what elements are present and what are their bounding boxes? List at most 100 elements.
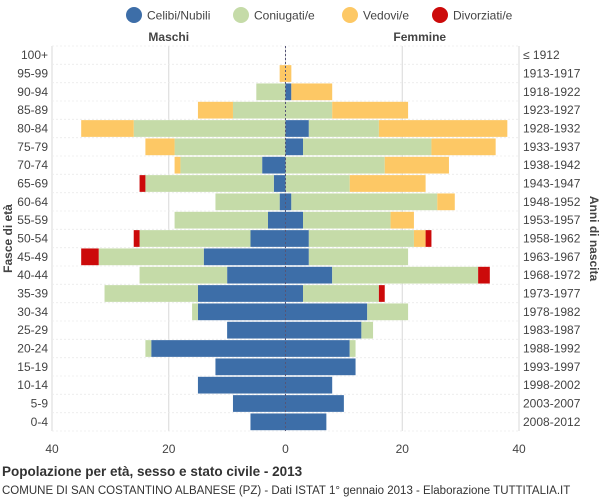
legend-marker-vedovi xyxy=(342,7,358,23)
birth-year-label: 1928-1932 xyxy=(523,122,581,136)
bar-male-coniugati xyxy=(174,138,286,156)
birth-year-label: 1983-1987 xyxy=(523,323,581,337)
bar-female-coniugati xyxy=(285,101,333,119)
bar-female-divorziati xyxy=(478,266,490,284)
age-group-label: 5-9 xyxy=(31,397,49,411)
birth-year-label: 1973-1977 xyxy=(523,287,581,301)
bar-male-celibi xyxy=(151,340,286,357)
bar-female-vedovi xyxy=(390,211,414,229)
bar-female-vedovi xyxy=(349,175,426,192)
birth-year-label: ≤ 1912 xyxy=(523,48,560,62)
birth-year-label: 1993-1997 xyxy=(523,360,581,374)
bar-male-vedovi xyxy=(197,101,233,119)
bar-female-coniugati xyxy=(285,156,385,174)
age-group-label: 50-54 xyxy=(17,232,48,246)
age-group-label: 80-84 xyxy=(17,122,48,136)
bar-male-coniugati xyxy=(192,303,198,321)
birth-year-label: 1963-1967 xyxy=(523,250,581,264)
bar-female-celibi xyxy=(285,395,344,412)
bar-male-coniugati xyxy=(145,340,152,357)
bar-female-coniugati xyxy=(332,266,479,284)
birth-year-label: 1953-1957 xyxy=(523,213,581,227)
y-axis-title-left: Fasce di età xyxy=(1,204,15,273)
chart-title: Popolazione per età, sesso e stato civil… xyxy=(2,464,303,479)
bar-male-coniugati xyxy=(256,83,286,101)
age-group-label: 55-59 xyxy=(17,213,48,227)
birth-year-label: 1988-1992 xyxy=(523,342,581,356)
bar-female-coniugati xyxy=(308,248,409,266)
bar-female-celibi xyxy=(285,303,368,321)
bar-female-vedovi xyxy=(291,83,333,101)
bar-male-divorziati xyxy=(133,230,140,247)
age-group-label: 75-79 xyxy=(17,140,48,154)
bar-female-coniugati xyxy=(303,211,391,229)
bar-male-vedovi xyxy=(279,65,286,82)
birth-year-label: 1948-1952 xyxy=(523,195,581,209)
bar-female-celibi xyxy=(285,120,309,137)
age-group-label: 70-74 xyxy=(17,158,48,172)
bar-male-coniugati xyxy=(174,211,268,229)
bar-male-vedovi xyxy=(81,120,134,137)
age-group-label: 15-19 xyxy=(17,360,48,374)
bar-female-coniugati xyxy=(303,285,379,302)
bar-female-vedovi xyxy=(285,65,292,82)
x-tick-label: 0 xyxy=(282,442,289,456)
bar-female-celibi xyxy=(285,340,350,357)
bar-male-coniugati xyxy=(139,266,228,284)
bar-female-vedovi xyxy=(413,230,426,247)
age-group-label: 85-89 xyxy=(17,103,48,117)
bar-female-celibi xyxy=(285,193,292,211)
bar-female-celibi xyxy=(285,266,333,284)
bar-male-celibi xyxy=(197,303,286,321)
bar-female-celibi xyxy=(285,413,327,431)
age-group-label: 35-39 xyxy=(17,287,48,301)
bar-male-coniugati xyxy=(98,248,204,266)
bar-male-celibi xyxy=(197,285,286,302)
bar-male-celibi xyxy=(232,395,286,412)
birth-year-label: 1923-1927 xyxy=(523,103,581,117)
bar-female-divorziati xyxy=(378,285,385,302)
birth-year-label: 2008-2012 xyxy=(523,415,581,429)
x-tick-label: 20 xyxy=(396,442,410,456)
age-group-label: 10-14 xyxy=(17,378,48,392)
x-tick-label: 40 xyxy=(512,442,526,456)
bar-female-coniugati xyxy=(308,230,414,247)
bar-female-coniugati xyxy=(308,120,379,137)
birth-year-label: 1943-1947 xyxy=(523,177,581,191)
age-group-label: 65-69 xyxy=(17,177,48,191)
y-axis-title-right: Anni di nascita xyxy=(587,196,600,282)
bar-male-celibi xyxy=(273,175,286,192)
bar-male-celibi xyxy=(262,156,286,174)
bar-female-celibi xyxy=(285,285,304,302)
legend-label-celibi: Celibi/Nubili xyxy=(147,9,210,23)
bar-male-coniugati xyxy=(133,120,286,137)
age-group-label: 20-24 xyxy=(17,342,48,356)
age-group-label: 100+ xyxy=(21,48,48,62)
birth-year-label: 2003-2007 xyxy=(523,397,581,411)
x-tick-label: 20 xyxy=(162,442,176,456)
bar-female-coniugati xyxy=(303,138,432,156)
bar-male-coniugati xyxy=(145,175,274,192)
bar-female-vedovi xyxy=(332,101,409,119)
bar-female-celibi xyxy=(285,211,304,229)
bar-male-coniugati xyxy=(232,101,286,119)
age-group-label: 40-44 xyxy=(17,268,48,282)
bar-male-celibi xyxy=(279,193,286,211)
bar-female-celibi xyxy=(285,138,304,156)
bar-female-celibi xyxy=(285,321,362,339)
bar-male-coniugati xyxy=(104,285,198,302)
bar-female-celibi xyxy=(285,358,356,376)
population-pyramid-chart: 40 20 0 20 40 100+ ≤ 1912 95-99 1913-1917 90-94 19… xyxy=(1,7,600,456)
bar-male-celibi xyxy=(227,266,286,284)
birth-year-label: 1968-1972 xyxy=(523,268,581,282)
birth-year-label: 1998-2002 xyxy=(523,378,581,392)
bar-male-celibi xyxy=(227,321,286,339)
birth-year-label: 1918-1922 xyxy=(523,85,581,99)
bar-female-divorziati xyxy=(425,230,432,247)
bar-female-coniugati xyxy=(285,175,350,192)
bar-male-coniugati xyxy=(215,193,280,211)
age-group-label: 0-4 xyxy=(31,415,49,429)
age-group-label: 95-99 xyxy=(17,67,48,81)
bar-male-coniugati xyxy=(180,156,263,174)
bar-female-coniugati xyxy=(349,340,356,357)
